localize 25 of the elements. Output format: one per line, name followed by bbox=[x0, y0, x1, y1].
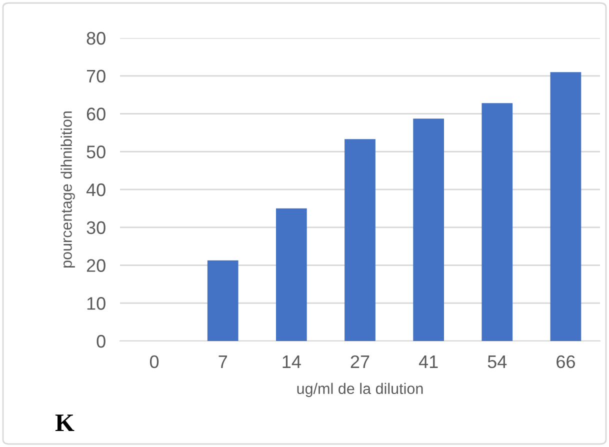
y-tick-label: 30 bbox=[86, 221, 106, 234]
x-tick-label: 14 bbox=[282, 356, 301, 368]
y-tick-label: 0 bbox=[96, 334, 106, 348]
bar bbox=[413, 118, 444, 341]
y-tick-label: 40 bbox=[86, 183, 106, 196]
y-tick-label: 80 bbox=[86, 32, 106, 45]
x-tick-label: 0 bbox=[150, 355, 159, 368]
bar bbox=[344, 139, 376, 341]
bar bbox=[550, 72, 582, 341]
y-tick-label: 50 bbox=[86, 146, 106, 158]
x-tick-label: 27 bbox=[350, 355, 370, 368]
y-tick-label: 10 bbox=[87, 297, 106, 310]
bar bbox=[276, 208, 307, 341]
text: K bbox=[55, 414, 74, 432]
x-tick-label: 54 bbox=[488, 356, 507, 368]
x-tick-label: 66 bbox=[556, 355, 575, 368]
y-tick-label: 20 bbox=[86, 259, 106, 272]
x-tick-label: 7 bbox=[218, 356, 227, 368]
y-tick-label: 60 bbox=[86, 108, 106, 120]
y-axis-title: pourcentage dihnibition bbox=[60, 111, 75, 268]
x-tick-label: 41 bbox=[418, 356, 438, 368]
y-tick-label: 70 bbox=[86, 70, 106, 83]
x-axis-title: ug/ml de la dilution bbox=[297, 382, 423, 398]
bar bbox=[482, 103, 513, 341]
bar bbox=[207, 260, 238, 341]
